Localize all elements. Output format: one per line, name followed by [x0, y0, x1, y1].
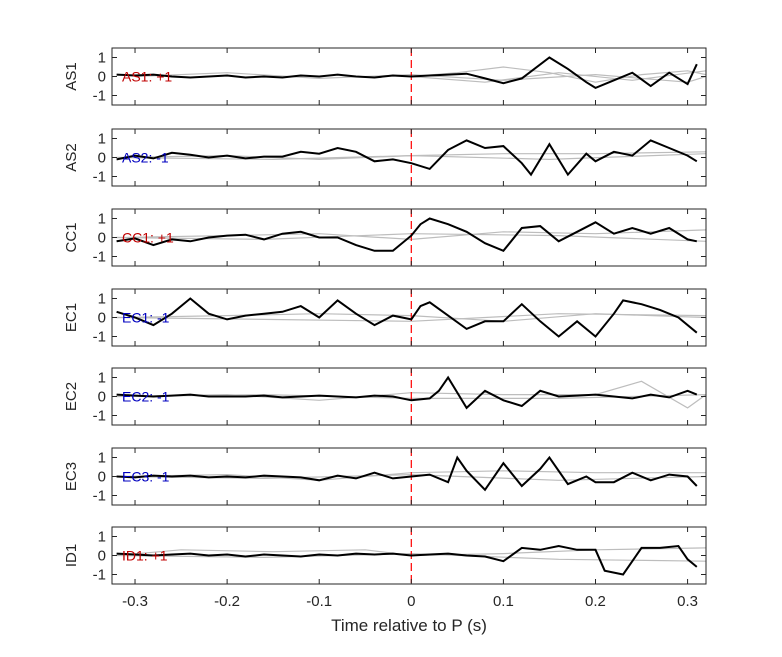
background-trace-line	[116, 313, 706, 322]
background-trace-line	[411, 70, 706, 83]
panel-ec2: EC2: -1 -1 0 1 EC2	[63, 367, 707, 426]
panel-ec3: EC3: -1 -1 0 1 EC3	[63, 447, 707, 506]
x-tick-label: -0.1	[306, 593, 332, 610]
panel-data	[116, 209, 706, 266]
panel-data	[116, 448, 706, 505]
x-tick-label: 0.2	[585, 593, 606, 610]
main-trace-line	[116, 455, 698, 492]
y-tick-label: -1	[93, 88, 106, 105]
y-tick-label: 0	[98, 469, 106, 486]
y-axis-label: EC3	[63, 462, 80, 491]
main-trace-line	[116, 217, 698, 253]
y-tick-label: 0	[98, 69, 106, 86]
y-tick-label: 1	[98, 50, 106, 67]
y-tick-label: 0	[98, 548, 106, 565]
y-tick-label: -1	[93, 169, 106, 186]
x-tick-label: -0.2	[214, 593, 240, 610]
station-polarity-label: EC1: -1	[122, 310, 170, 326]
y-tick-label: 1	[98, 370, 106, 387]
panel-data	[116, 129, 706, 186]
y-tick-label: 1	[98, 291, 106, 308]
y-tick-label: 1	[98, 529, 106, 546]
panel-data	[116, 48, 706, 105]
y-tick-label: 0	[98, 230, 106, 247]
panel-cc1: CC1: +1 -1 0 1 CC1	[63, 208, 707, 267]
y-tick-label: -1	[93, 249, 106, 266]
x-tick-label: 0.1	[493, 593, 514, 610]
y-tick-label: 0	[98, 389, 106, 406]
background-trace-line	[411, 66, 706, 83]
x-tick-label: 0	[407, 593, 415, 610]
main-trace-line	[116, 375, 698, 410]
x-axis-label: Time relative to P (s)	[331, 616, 487, 635]
station-polarity-label: CC1: +1	[122, 230, 174, 246]
y-tick-label: 1	[98, 211, 106, 228]
y-tick-label: 1	[98, 131, 106, 148]
y-tick-label: -1	[93, 408, 106, 425]
x-tick-label: 0.3	[677, 593, 698, 610]
y-tick-label: 0	[98, 150, 106, 167]
x-tick-label: -0.3	[122, 593, 148, 610]
station-polarity-label: AS2: -1	[122, 150, 169, 166]
panel-data	[116, 289, 706, 346]
panel-as2: AS2: -1 -1 0 1 AS2	[63, 128, 707, 187]
panel-id1: ID1: +1 -1 0 1 ID1	[63, 526, 707, 585]
y-tick-label: -1	[93, 488, 106, 505]
panel-data	[116, 368, 706, 425]
main-trace-line	[116, 297, 698, 338]
y-axis-label: AS1	[63, 62, 80, 90]
main-trace-line	[116, 544, 698, 576]
panel-ec1: EC1: -1 -1 0 1 EC1	[63, 288, 707, 347]
y-tick-label: -1	[93, 567, 106, 584]
main-trace-line	[116, 139, 698, 177]
y-tick-label: -1	[93, 329, 106, 346]
station-polarity-label: EC2: -1	[122, 389, 170, 405]
y-axis-label: ID1	[63, 544, 80, 567]
y-axis-label: CC1	[63, 222, 80, 252]
y-tick-label: 0	[98, 310, 106, 327]
main-trace-line	[116, 56, 698, 90]
y-axis-label: EC1	[63, 303, 80, 332]
background-trace-line	[134, 72, 706, 83]
station-polarity-label: ID1: +1	[122, 548, 168, 564]
y-axis-label: AS2	[63, 143, 80, 171]
axes-box	[111, 288, 707, 347]
panel-as1: AS1: +1 -1 0 1 AS1	[63, 47, 707, 106]
y-axis-label: EC2	[63, 382, 80, 411]
station-polarity-label: AS1: +1	[122, 69, 172, 85]
y-tick-label: 1	[98, 450, 106, 467]
station-polarity-label: EC3: -1	[122, 469, 170, 485]
panel-data	[116, 527, 706, 584]
